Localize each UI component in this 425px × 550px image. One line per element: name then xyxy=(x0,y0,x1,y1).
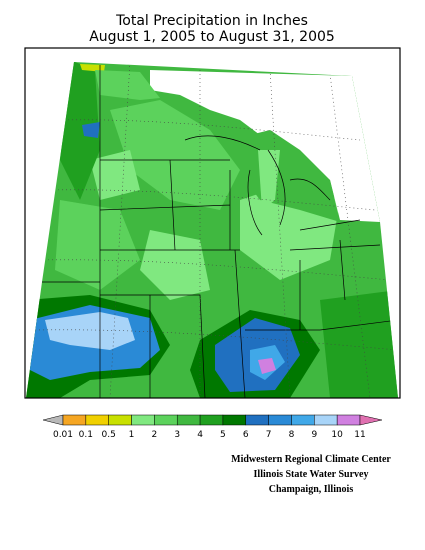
legend-label: 10 xyxy=(331,430,343,440)
map xyxy=(24,47,401,399)
legend-label: 5 xyxy=(220,430,226,440)
legend-label: 0.5 xyxy=(102,430,116,440)
legend-label: 0.01 xyxy=(53,430,73,440)
legend-swatch xyxy=(131,414,155,426)
legend-label: 7 xyxy=(266,430,272,440)
credit-line: Illinois State Water Survey xyxy=(254,469,369,480)
legend-label: 3 xyxy=(174,430,180,440)
precip-area xyxy=(60,62,100,200)
legend-label: 2 xyxy=(152,430,158,440)
precip-area xyxy=(320,290,398,398)
precip-area xyxy=(90,150,140,200)
legend-swatch xyxy=(85,414,109,426)
precip-area xyxy=(140,230,210,300)
credit-line: Midwestern Regional Climate Center xyxy=(231,454,391,465)
legend-label: 0.1 xyxy=(79,430,93,440)
legend-swatch xyxy=(268,414,292,426)
legend-swatch xyxy=(199,414,224,426)
precip-area xyxy=(230,130,340,222)
legend-swatch xyxy=(314,414,338,426)
legend: 0.01 0.1 0.5 1 2 3 4 5 6 7 8 9 10 11 xyxy=(42,414,383,440)
legend-label: 9 xyxy=(311,430,317,440)
precip-area xyxy=(55,200,140,290)
legend-swatch xyxy=(245,414,269,426)
legend-swatch xyxy=(108,414,132,426)
precip-area xyxy=(258,358,276,374)
legend-swatch xyxy=(154,414,178,426)
credit-line: Champaign, Illinois xyxy=(269,484,354,495)
legend-swatch xyxy=(336,414,361,426)
precip-area xyxy=(82,122,100,138)
precip-area xyxy=(45,312,135,350)
legend-label: 6 xyxy=(243,430,249,440)
legend-swatch xyxy=(222,414,247,426)
legend-swatch xyxy=(176,414,201,426)
legend-label: 1 xyxy=(129,430,135,440)
precip-area xyxy=(258,150,280,210)
legend-label: 4 xyxy=(197,430,203,440)
precip-area xyxy=(95,70,160,100)
legend-arrow xyxy=(359,414,383,426)
precip-area xyxy=(110,100,240,210)
legend-swatch xyxy=(291,414,315,426)
legend-arrow xyxy=(42,414,64,426)
title-line: Total Precipitation in Inches xyxy=(115,13,308,29)
legend-label: 11 xyxy=(354,430,365,440)
legend-label: 8 xyxy=(289,430,295,440)
no-data-area xyxy=(150,70,380,222)
precip-area xyxy=(80,64,105,72)
legend-swatch xyxy=(62,414,87,426)
title-line: August 1, 2005 to August 31, 2005 xyxy=(89,29,335,45)
map-frame xyxy=(24,47,401,399)
